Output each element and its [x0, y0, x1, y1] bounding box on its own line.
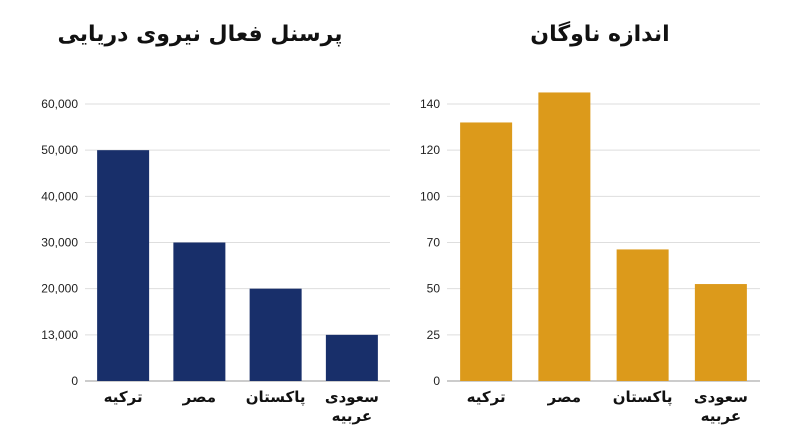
- bar: [173, 242, 226, 381]
- y-tick-label: 50: [427, 282, 441, 296]
- y-tick-label: 13,000: [41, 328, 78, 342]
- y-tick-label: 50,000: [41, 143, 78, 157]
- x-category-label: پاکستان: [613, 388, 673, 407]
- bar: [249, 288, 302, 381]
- chart-plot-area: 0 13,000 20,000 30,000 40,000 50,000 60,000 ترک…: [41, 97, 390, 425]
- y-tick-label: 140: [420, 97, 440, 111]
- bar: [460, 122, 513, 381]
- y-tick-label: 40,000: [41, 189, 78, 203]
- x-category-label: سعودی عربیه: [694, 388, 748, 425]
- bar: [538, 92, 591, 381]
- chart-fleet-size: اندازه ناوگان 0 25 50 70 100 120 140 ترکیه مصر پا…: [400, 0, 800, 447]
- chart-title: پرسنل فعال نیروی دریایی: [57, 22, 343, 47]
- y-tick-label: 70: [427, 236, 441, 250]
- x-category-label: پاکستان: [246, 388, 306, 407]
- x-category-label: مصر: [182, 388, 216, 406]
- bar: [694, 284, 747, 381]
- y-tick-label: 120: [420, 143, 440, 157]
- chart-naval-personnel: پرسنل فعال نیروی دریایی 0 13,000 20,000 30,…: [41, 22, 390, 425]
- chart-title: اندازه ناوگان: [530, 22, 670, 47]
- x-category-label: ترکیه: [104, 388, 143, 406]
- bar: [616, 249, 669, 381]
- y-tick-label: 0: [71, 374, 78, 388]
- y-tick-label: 60,000: [41, 97, 78, 111]
- y-tick-label: 30,000: [41, 236, 78, 250]
- chart-plot-area: 0 25 50 70 100 120 140 ترکیه مصر پاکستان سعودی عربی…: [420, 92, 760, 425]
- y-tick-label: 20,000: [41, 282, 78, 296]
- y-tick-label: 25: [427, 328, 441, 342]
- y-tick-label: 100: [420, 189, 440, 203]
- x-category-label: سعودی عربیه: [325, 388, 379, 425]
- x-category-label: مصر: [547, 388, 581, 406]
- y-tick-label: 0: [433, 374, 440, 388]
- x-category-label: ترکیه: [467, 388, 506, 406]
- bar: [97, 150, 150, 381]
- bar: [325, 334, 378, 381]
